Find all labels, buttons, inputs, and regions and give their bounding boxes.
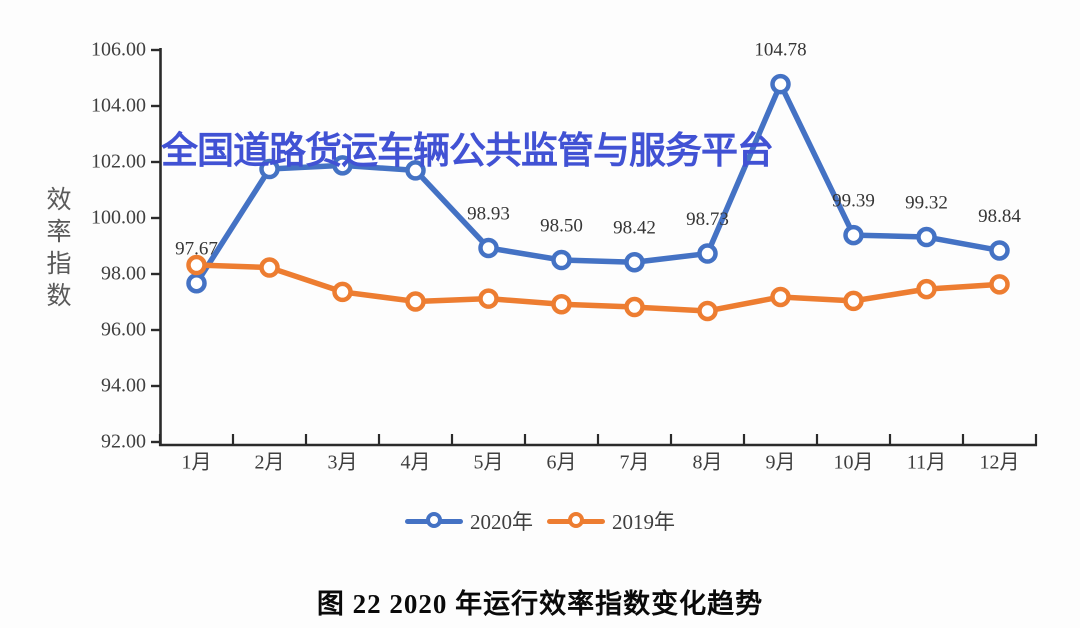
point-label: 98.73 <box>686 209 729 230</box>
y-tick-label: 102.00 <box>91 151 146 173</box>
data-point-marker-2020年 <box>916 226 937 248</box>
data-point-marker-2019年 <box>916 278 937 300</box>
y-tick-label: 92.00 <box>101 431 146 453</box>
month-label: 4月 <box>401 452 431 474</box>
y-axis-title: 效率指数 <box>43 186 70 314</box>
data-point-marker-2019年 <box>259 257 280 278</box>
month-label: 3月 <box>328 452 358 474</box>
legend-label-2020: 2020年 <box>470 510 533 534</box>
efficiency-line-chart: 92.00 94.00 96.00 98.00 100.00 102.00 104.00 10… <box>91 39 1038 474</box>
data-point-marker-2019年 <box>551 293 572 315</box>
watermark-overlay: 全国道路货运车辆公共监管与服务平台 <box>161 130 774 171</box>
y-tick-label: 104.00 <box>91 95 146 117</box>
figure-caption: 图 22 2020 年运行效率指数变化趋势 <box>316 589 764 619</box>
data-point-marker-2019年 <box>697 300 718 322</box>
legend-item-2019: 2019年 <box>547 506 675 536</box>
point-label: 98.93 <box>467 203 510 224</box>
y-tick-label: 94.00 <box>101 375 146 397</box>
month-label: 2月 <box>255 452 285 474</box>
data-point-marker-2019年 <box>186 254 207 276</box>
month-label: 11月 <box>907 452 946 474</box>
month-label: 1月 <box>182 452 212 474</box>
data-point-marker-2020年 <box>186 272 207 294</box>
month-label: 7月 <box>620 452 650 474</box>
series-line-2019年 <box>193 262 1003 314</box>
data-point-marker-2020年 <box>259 158 280 180</box>
y-tick-label: 96.00 <box>101 319 146 341</box>
chart-legend: 2020年 2019年 <box>0 506 1080 536</box>
data-point-marker-2020年 <box>624 251 645 273</box>
data-point-marker-2019年 <box>332 281 353 303</box>
data-point-marker-2020年 <box>478 237 499 259</box>
month-label: 12月 <box>980 452 1020 474</box>
point-label: 98.84 <box>978 206 1021 227</box>
point-label: 98.42 <box>613 218 656 239</box>
point-label: 99.32 <box>905 192 948 213</box>
data-point-marker-2020年 <box>405 160 426 181</box>
month-label: 5月 <box>474 452 504 474</box>
data-point-marker-2020年 <box>697 243 718 264</box>
point-label: 104.78 <box>754 40 806 61</box>
y-tick-label: 98.00 <box>101 263 146 285</box>
data-point-marker-2019年 <box>478 288 499 309</box>
series-line-2020年 <box>193 81 1003 286</box>
legend-item-2020: 2020年 <box>405 506 533 536</box>
data-point-marker-2020年 <box>843 224 864 246</box>
data-point-marker-2019年 <box>624 296 645 318</box>
point-label: 97.67 <box>175 239 218 260</box>
legend-marker-2019-icon <box>547 512 605 530</box>
month-label: 10月 <box>834 452 874 474</box>
data-point-marker-2019年 <box>989 274 1010 295</box>
legend-marker-2020-icon <box>405 512 463 530</box>
month-label: 8月 <box>693 452 723 474</box>
data-point-marker-2020年 <box>770 73 791 95</box>
data-point-marker-2019年 <box>770 286 791 308</box>
y-tick-label: 106.00 <box>91 39 146 61</box>
y-tick-label: 100.00 <box>91 207 146 229</box>
data-point-marker-2020年 <box>551 249 572 271</box>
data-point-marker-2020年 <box>989 240 1010 261</box>
month-label: 9月 <box>766 452 796 474</box>
data-point-marker-2020年 <box>332 155 353 176</box>
point-label: 99.39 <box>832 190 875 211</box>
data-point-marker-2019年 <box>843 290 864 312</box>
point-label: 98.50 <box>540 215 583 236</box>
month-label: 6月 <box>547 452 577 474</box>
data-point-marker-2019年 <box>405 291 426 312</box>
legend-label-2019: 2019年 <box>612 510 675 534</box>
